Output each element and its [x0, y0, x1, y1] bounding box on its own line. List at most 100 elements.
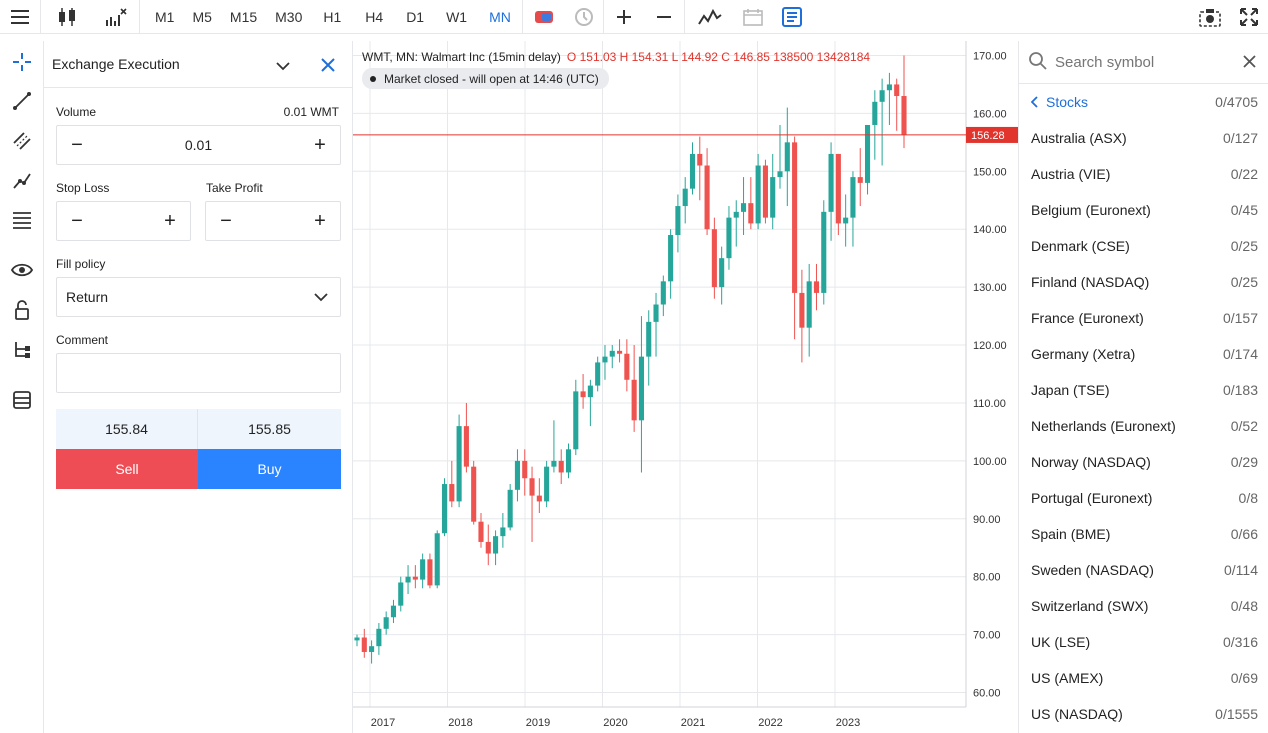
- price-axis-label: 80.00: [973, 572, 1001, 584]
- symbol-list-item[interactable]: US (AMEX) 0/69: [1031, 668, 1258, 688]
- symbol-list-item-name: France (Euronext): [1031, 310, 1144, 326]
- symbol-list-item[interactable]: Japan (TSE) 0/183: [1031, 380, 1258, 400]
- candle-body: [595, 362, 601, 386]
- candle-body: [587, 385, 593, 398]
- symbol-list-item-count: 0/66: [1230, 526, 1258, 542]
- lock-icon[interactable]: [0, 296, 44, 324]
- symbol-list-item[interactable]: Finland (NASDAQ) 0/25: [1031, 272, 1258, 292]
- symbol-list-item[interactable]: Germany (Xetra) 0/174: [1031, 344, 1258, 364]
- parallel-channel-icon[interactable]: [0, 127, 44, 155]
- timeframe-w1[interactable]: W1: [446, 8, 468, 25]
- stop-loss-label: Stop Loss: [56, 181, 110, 195]
- symbol-list-item-count: 0/114: [1224, 562, 1258, 578]
- one-click-trading-icon[interactable]: [523, 0, 565, 34]
- candle-body: [740, 203, 747, 212]
- symbol-list-item[interactable]: Australia (ASX) 0/127: [1031, 128, 1258, 148]
- symbol-list-item[interactable]: Denmark (CSE) 0/25: [1031, 236, 1258, 256]
- order-panel-toggle-icon[interactable]: [771, 0, 813, 34]
- toolbar-divider: [602, 0, 604, 34]
- symbol-list-item[interactable]: France (Euronext) 0/157: [1031, 308, 1258, 328]
- candle-body: [755, 165, 761, 224]
- symbol-search-input[interactable]: [1055, 53, 1235, 71]
- chevron-down-icon[interactable]: [276, 58, 290, 74]
- volume-decrease-button[interactable]: −: [71, 133, 83, 156]
- chart-canvas[interactable]: 170.00 160.00 150.00 140.00 130.00 120.00 110.…: [353, 41, 1018, 733]
- symbol-list-item[interactable]: Spain (BME) 0/66: [1031, 524, 1258, 544]
- volume-input[interactable]: 0.01: [184, 137, 213, 153]
- timeframe-m5[interactable]: M5: [192, 8, 212, 25]
- candle-body: [697, 153, 703, 166]
- timeframe-m30[interactable]: M30: [275, 8, 303, 25]
- object-tree-icon[interactable]: [0, 336, 44, 364]
- candle-body: [835, 153, 841, 224]
- symbol-list-item[interactable]: US (NASDAQ) 0/1555: [1031, 704, 1258, 724]
- zoom-out-icon[interactable]: [644, 0, 684, 34]
- candle-body: [821, 211, 827, 293]
- symbol-list-item[interactable]: Norway (NASDAQ) 0/29: [1031, 452, 1258, 472]
- candle-body: [638, 356, 644, 421]
- screenshot-icon[interactable]: [1190, 0, 1230, 34]
- fibonacci-icon[interactable]: [0, 206, 44, 234]
- symbol-list-item[interactable]: Portugal (Euronext) 0/8: [1031, 488, 1258, 508]
- timeframe-m15[interactable]: M15: [229, 8, 258, 25]
- calendar-icon[interactable]: [735, 0, 771, 34]
- indicators-icon[interactable]: [93, 0, 139, 34]
- symbol-list-item-name: Netherlands (Euronext): [1031, 418, 1176, 434]
- candle-body: [405, 576, 411, 583]
- symbol-list-item-name: Germany (Xetra): [1031, 346, 1136, 362]
- close-icon[interactable]: [1243, 55, 1256, 71]
- zoom-in-icon[interactable]: [604, 0, 644, 34]
- symbol-list-item-name: Japan (TSE): [1031, 382, 1110, 398]
- symbol-list-item[interactable]: UK (LSE) 0/316: [1031, 632, 1258, 652]
- take-profit-decrease-button[interactable]: −: [220, 209, 232, 232]
- symbol-group-stocks[interactable]: Stocks 0/4705: [1031, 92, 1258, 112]
- candle-body: [901, 96, 907, 135]
- candlestick-chart-icon[interactable]: [41, 0, 93, 34]
- candle-body: [478, 521, 484, 542]
- volume-increase-button[interactable]: +: [314, 133, 326, 156]
- timeframe-mn[interactable]: MN: [489, 8, 511, 25]
- history-clock-icon[interactable]: [565, 0, 603, 34]
- comment-label: Comment: [56, 333, 109, 347]
- symbol-list-item[interactable]: Austria (VIE) 0/22: [1031, 164, 1258, 184]
- candle-body: [529, 478, 535, 496]
- symbol-list-item[interactable]: Switzerland (SWX) 0/48: [1031, 596, 1258, 616]
- symbol-list-item-name: Finland (NASDAQ): [1031, 274, 1150, 290]
- stop-loss-increase-button[interactable]: +: [164, 209, 176, 232]
- take-profit-increase-button[interactable]: +: [314, 209, 326, 232]
- menu-icon[interactable]: [0, 0, 40, 34]
- candle-body: [580, 391, 586, 398]
- order-type-header[interactable]: Exchange Execution: [44, 41, 352, 88]
- trend-line-icon[interactable]: [0, 87, 44, 115]
- candle-body: [784, 142, 790, 172]
- symbol-list-item[interactable]: Sweden (NASDAQ) 0/114: [1031, 560, 1258, 580]
- time-axis-label: 2023: [836, 717, 860, 729]
- candle-body: [646, 321, 652, 357]
- polyline-icon[interactable]: [0, 167, 44, 195]
- comment-input[interactable]: [56, 353, 341, 393]
- time-axis-label: 2017: [371, 717, 395, 729]
- sell-button[interactable]: Sell: [56, 449, 198, 489]
- symbol-list-item[interactable]: Belgium (Euronext) 0/45: [1031, 200, 1258, 220]
- symbol-list-item[interactable]: Netherlands (Euronext) 0/52: [1031, 416, 1258, 436]
- fill-policy-select[interactable]: Return: [56, 277, 341, 317]
- candle-body: [463, 426, 469, 467]
- fullscreen-icon[interactable]: [1230, 0, 1268, 34]
- candle-body: [361, 637, 367, 652]
- price-axis-label: 160.00: [973, 108, 1007, 120]
- templates-icon[interactable]: [0, 386, 44, 414]
- price-chart[interactable]: 170.00 160.00 150.00 140.00 130.00 120.00 110.…: [353, 41, 1018, 733]
- chart-type-line-icon[interactable]: [685, 0, 735, 34]
- timeframe-h4[interactable]: H4: [365, 8, 384, 25]
- eye-icon[interactable]: [0, 256, 44, 284]
- timeframe-m1[interactable]: M1: [155, 8, 175, 25]
- timeframe-d1[interactable]: D1: [406, 8, 425, 25]
- price-axis-label: 120.00: [973, 340, 1007, 352]
- candle-body: [456, 426, 462, 502]
- close-icon[interactable]: [321, 58, 335, 75]
- buy-button[interactable]: Buy: [198, 449, 341, 489]
- stop-loss-decrease-button[interactable]: −: [71, 209, 83, 232]
- crosshair-icon[interactable]: [0, 48, 44, 76]
- symbol-list-item-name: Spain (BME): [1031, 526, 1111, 542]
- timeframe-h1[interactable]: H1: [323, 8, 342, 25]
